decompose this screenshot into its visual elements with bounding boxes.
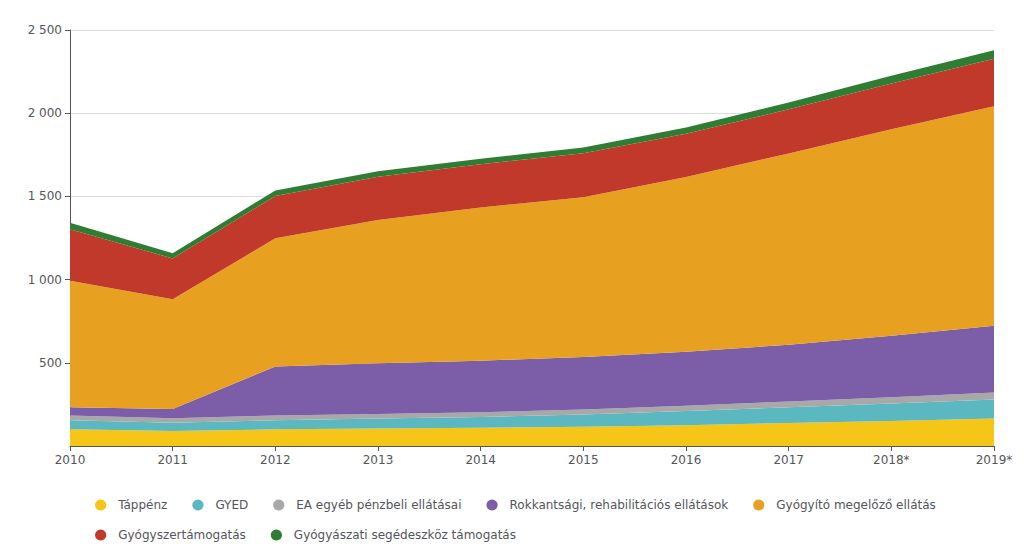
svg-text:2013: 2013 bbox=[363, 453, 394, 467]
svg-text:Gyógyászati segédeszköz támoga: Gyógyászati segédeszköz támogatás bbox=[294, 528, 516, 542]
svg-text:2018*: 2018* bbox=[873, 453, 910, 467]
svg-text:2019*: 2019* bbox=[976, 453, 1013, 467]
svg-text:1 500: 1 500 bbox=[28, 189, 62, 203]
svg-text:2012: 2012 bbox=[260, 453, 291, 467]
svg-text:EA egyéb pénzbeli ellátásai: EA egyéb pénzbeli ellátásai bbox=[296, 498, 461, 512]
svg-text:500: 500 bbox=[39, 356, 62, 370]
svg-text:Táppénz: Táppénz bbox=[117, 498, 167, 512]
svg-text:2010: 2010 bbox=[55, 453, 86, 467]
svg-text:Gyógyító megelőző ellátás: Gyógyító megelőző ellátás bbox=[776, 498, 936, 512]
svg-text:2015: 2015 bbox=[568, 453, 599, 467]
svg-text:2017: 2017 bbox=[773, 453, 804, 467]
svg-text:2 000: 2 000 bbox=[28, 106, 62, 120]
svg-text:2014: 2014 bbox=[465, 453, 496, 467]
svg-text:2011: 2011 bbox=[157, 453, 188, 467]
svg-text:Gyógyszertámogatás: Gyógyszertámogatás bbox=[118, 528, 246, 542]
svg-text:Rokkantsági, rehabilitációs el: Rokkantsági, rehabilitációs ellátások bbox=[510, 498, 729, 512]
svg-text:2016: 2016 bbox=[671, 453, 702, 467]
svg-text:GYED: GYED bbox=[215, 498, 248, 512]
svg-text:1 000: 1 000 bbox=[28, 273, 62, 287]
svg-text:2 500: 2 500 bbox=[28, 23, 62, 37]
